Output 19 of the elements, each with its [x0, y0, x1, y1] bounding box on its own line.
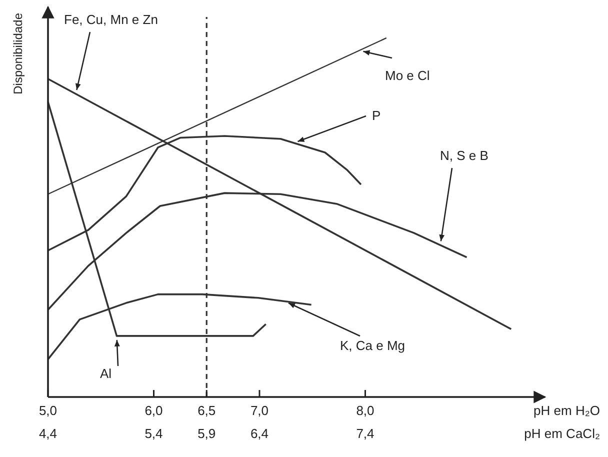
x-tick-label: 7,0	[250, 403, 269, 418]
x2-tick-label: 4,4	[38, 426, 58, 441]
x-axis-title: pH em H₂O	[534, 403, 600, 418]
x2-tick-label: 5,4	[144, 426, 163, 441]
x2-axis-title: pH em CaCl₂	[524, 426, 600, 441]
x2-tick-label: 7,4	[356, 426, 374, 441]
text: N, S e B	[440, 148, 488, 163]
y-axis-title: Disponibilidade	[11, 12, 25, 94]
x-tick-label: 6,5	[198, 403, 216, 418]
text: K, Ca e Mg	[340, 338, 406, 353]
x-tick-label: 6,0	[144, 403, 163, 418]
x-tick-label: 5,0	[38, 403, 58, 418]
x2-tick-label: 5,9	[198, 426, 216, 441]
text: Fe, Cu, Mn e Zn	[64, 12, 158, 27]
text: Al	[100, 366, 112, 381]
x-tick-label: 8,0	[356, 403, 374, 418]
text: Mo e Cl	[385, 68, 430, 83]
text: P	[372, 108, 381, 123]
x2-tick-label: 6,4	[250, 426, 269, 441]
